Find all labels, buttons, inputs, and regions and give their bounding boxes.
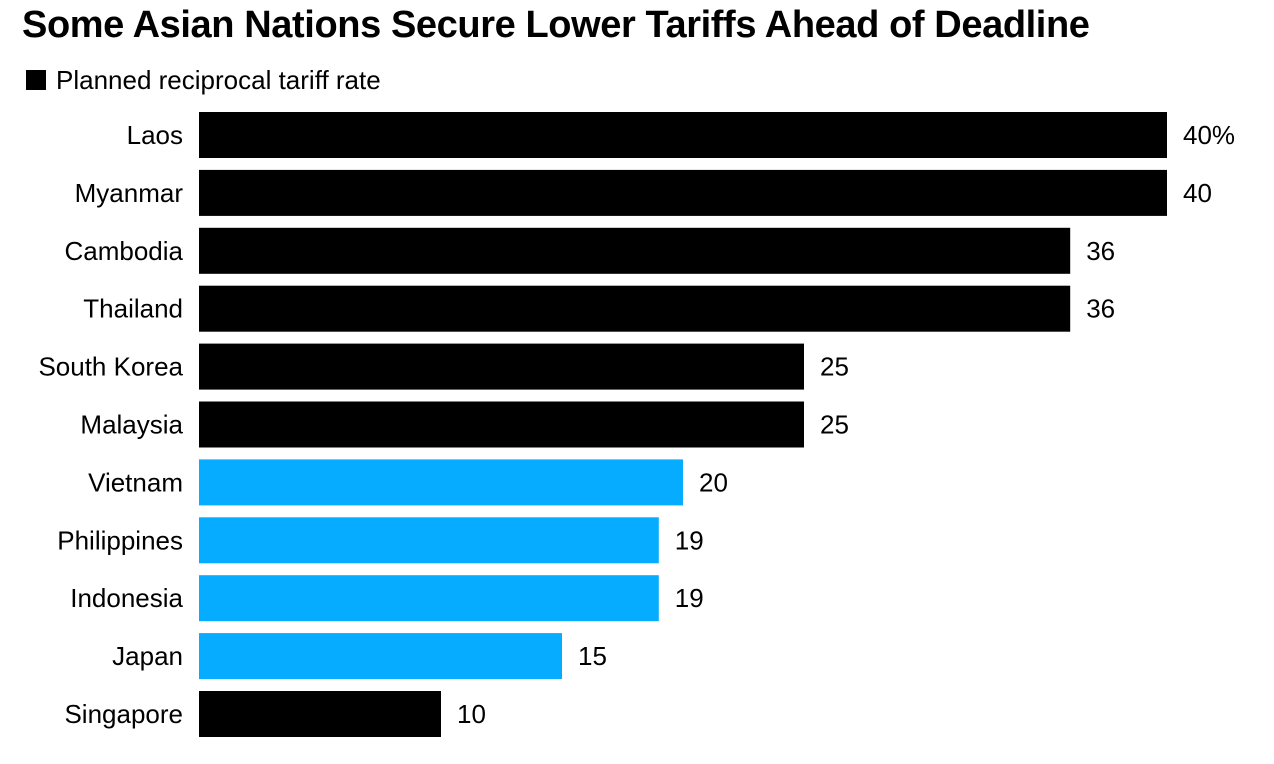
value-label: 40%	[1183, 120, 1235, 150]
category-label: South Korea	[38, 352, 183, 382]
bar	[199, 459, 683, 506]
legend: Planned reciprocal tariff rate	[26, 64, 381, 96]
bar	[199, 285, 1071, 332]
value-label: 36	[1086, 294, 1115, 324]
value-label: 19	[675, 583, 704, 613]
category-label: Laos	[127, 120, 183, 150]
value-label: 36	[1086, 236, 1115, 266]
category-label: Vietnam	[88, 467, 183, 497]
value-label: 20	[699, 467, 728, 497]
legend-label: Planned reciprocal tariff rate	[56, 64, 381, 95]
bar	[199, 227, 1071, 274]
value-label: 25	[820, 352, 849, 382]
category-label: Singapore	[64, 699, 183, 729]
value-label: 19	[675, 525, 704, 555]
bar	[199, 112, 1167, 158]
bar	[199, 517, 659, 564]
chart-title: Some Asian Nations Secure Lower Tariffs …	[22, 4, 1090, 46]
bar	[199, 691, 441, 737]
category-label: Malaysia	[80, 410, 183, 440]
bar	[199, 633, 562, 680]
category-label: Myanmar	[75, 178, 184, 208]
category-label: Cambodia	[64, 236, 183, 266]
category-label: Indonesia	[70, 583, 183, 613]
value-label: 15	[578, 641, 607, 671]
category-label: Philippines	[57, 525, 183, 555]
bar	[199, 343, 804, 390]
category-label: Japan	[112, 641, 183, 671]
bar	[199, 575, 659, 622]
value-label: 40	[1183, 178, 1212, 208]
legend-swatch	[26, 70, 46, 90]
bar	[199, 169, 1167, 216]
value-label: 10	[457, 699, 486, 729]
value-label: 25	[820, 410, 849, 440]
category-label: Thailand	[83, 294, 183, 324]
bar	[199, 401, 804, 448]
